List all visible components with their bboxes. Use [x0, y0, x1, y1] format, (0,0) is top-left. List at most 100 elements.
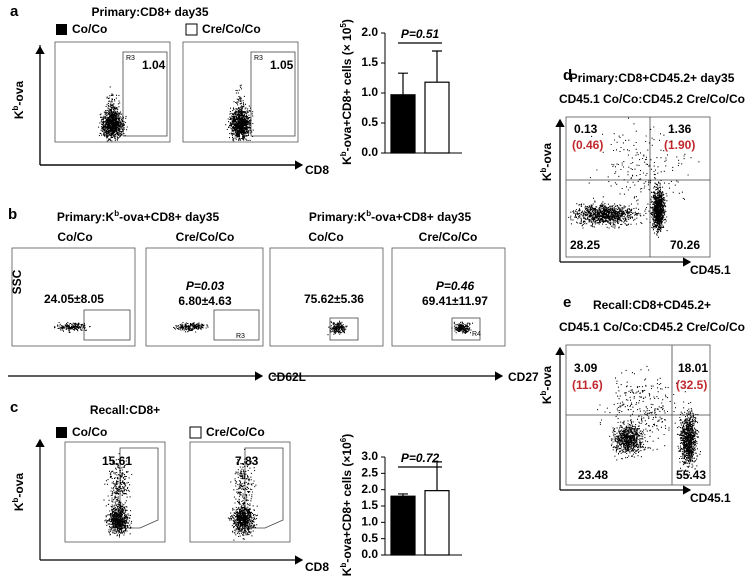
stat: 6.80±4.63 [178, 294, 232, 308]
event-cloud [230, 448, 257, 523]
legend-label: Cre/Co/Co [202, 22, 261, 36]
stat: 69.41±11.97 [422, 294, 488, 308]
gate [122, 51, 168, 137]
stat: 75.62±5.36 [304, 292, 364, 306]
plot-frame [11, 247, 136, 347]
quadrant-value: (32.5) [676, 378, 707, 392]
event-cloud [173, 321, 209, 333]
legend-swatch [56, 427, 67, 438]
error-bar [432, 50, 442, 83]
quadrant-value: (0.46) [572, 138, 603, 152]
gate-value: 1.04 [142, 58, 166, 72]
gate [451, 317, 481, 341]
title: Primary:CD8+ day35 [91, 5, 208, 19]
stat: 24.05±8.05 [44, 292, 104, 306]
quadrant-value: 0.13 [574, 122, 598, 136]
y-axis-label: SSC [10, 269, 24, 294]
group-label: Co/Co [57, 230, 92, 244]
bar [424, 81, 450, 154]
p-value: P=0.03 [186, 279, 225, 293]
y-axis-label: Kb-ova+CD8+ cells (× 105) [339, 19, 355, 165]
gate-name: R3 [126, 55, 135, 62]
x-axis-label: CD62L [268, 370, 306, 384]
flow-events [54, 84, 701, 541]
plot-frame [64, 441, 166, 543]
plot-frame [189, 441, 291, 543]
title: Primary:CD8+CD45.2+ day35 [570, 71, 735, 85]
y-tick-label: 0.5 [361, 115, 378, 129]
title: Primary:Kb-ova+CD8+ day35 [309, 209, 472, 225]
quadrant-value: 1.36 [668, 122, 692, 136]
legend-label: Co/Co [72, 22, 107, 36]
event-cloud [568, 200, 649, 229]
quadrant-value: 23.48 [578, 468, 608, 482]
error-bar [398, 72, 408, 95]
gate [329, 317, 359, 341]
group-label: Cre/Co/Co [176, 230, 235, 244]
y-tick-label: 1.5 [361, 498, 378, 512]
y-axis-label: Kb-ova [11, 473, 27, 512]
gate-name: R4 [472, 331, 481, 338]
event-cloud [327, 320, 348, 336]
y-tick-label: 0.0 [361, 547, 378, 561]
gate [213, 309, 260, 341]
y-tick-label: 2.0 [361, 25, 378, 39]
gate-name: R3 [254, 55, 263, 62]
x-axis-label: CD8 [305, 163, 329, 177]
bar [390, 495, 416, 556]
panel-label: b [8, 206, 17, 223]
event-cloud [597, 365, 690, 452]
p-value: P=0.72 [401, 451, 440, 465]
gate-value: 1.05 [270, 58, 294, 72]
y-axis-label: Kb-ova [539, 366, 555, 405]
title: Primary:Kb-ova+CD8+ day35 [57, 209, 220, 225]
quadrant-value: 18.01 [678, 361, 708, 375]
quadrant-value: 70.26 [670, 238, 700, 252]
x-axis-label: CD8 [305, 560, 329, 574]
event-cloud [588, 117, 700, 215]
plot-frame [565, 116, 711, 258]
plot-frame [391, 247, 506, 347]
y-tick-label: 1.0 [361, 85, 378, 99]
quadrant-value: 3.09 [574, 361, 598, 375]
y-axis-label: Kb-ova+CD8+ cells (×106) [339, 434, 355, 576]
gate-value: 15.61 [102, 454, 132, 468]
event-cloud [103, 453, 133, 523]
event-cloud [648, 178, 668, 238]
panel-label: e [563, 294, 571, 311]
gate-value: 7.83 [235, 454, 259, 468]
panel-label: c [10, 399, 18, 416]
y-axis-label: Kb-ova [11, 81, 27, 120]
y-tick-label: 0.0 [361, 145, 378, 159]
event-cloud [233, 84, 249, 137]
group-label: Cre/Co/Co [419, 230, 478, 244]
legend-swatch [185, 23, 198, 36]
y-tick-label: 2.0 [361, 482, 378, 496]
y-tick-label: 0.5 [361, 531, 378, 545]
group-label: Co/Co [308, 230, 343, 244]
p-value: P=0.51 [401, 27, 440, 41]
y-tick-label: 1.5 [361, 55, 378, 69]
panel-label: d [563, 67, 572, 84]
title: CD45.1 Co/Co:CD45.2 Cre/Co/Co [559, 320, 745, 334]
x-axis-label: CD45.1 [690, 263, 731, 277]
plot-frame [269, 247, 384, 347]
legend-label: Co/Co [72, 425, 107, 439]
event-cloud [676, 401, 701, 476]
bar [424, 490, 450, 556]
error-bar [398, 493, 408, 497]
gate-name: R3 [236, 333, 245, 340]
legend-swatch [56, 24, 67, 35]
plot-frame [145, 247, 264, 347]
title: CD45.1 Co/Co:CD45.2 Cre/Co/Co [559, 92, 745, 106]
plot-frame [182, 41, 299, 143]
quadrant-value: (1.90) [664, 138, 695, 152]
quadrant-value: 55.43 [676, 468, 706, 482]
event-cloud [227, 498, 258, 541]
panel-label: a [10, 3, 19, 20]
plot-frame [54, 41, 171, 143]
event-cloud [609, 420, 649, 461]
quadrant-value: (11.6) [572, 378, 603, 392]
event-cloud [451, 321, 473, 334]
event-cloud [54, 321, 91, 333]
